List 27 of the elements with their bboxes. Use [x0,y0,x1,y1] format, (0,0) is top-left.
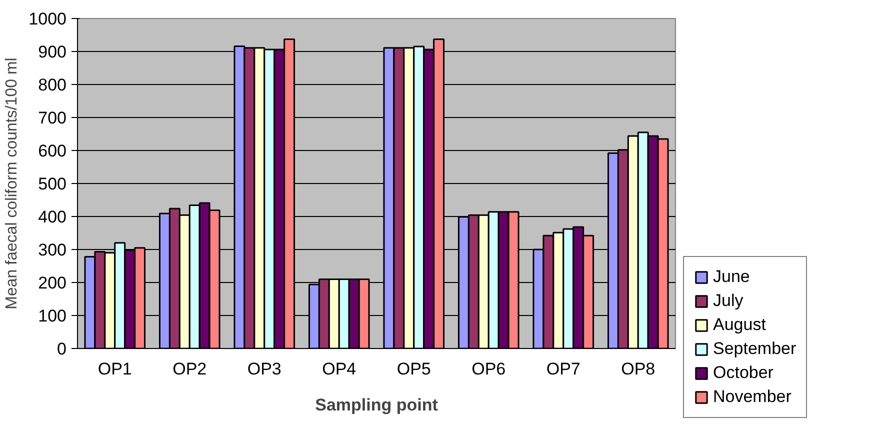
x-tick-label: OP4 [322,360,356,378]
y-tick-label: 500 [38,174,67,194]
y-tick-label: 700 [38,108,67,128]
y-tick-label: 900 [38,42,67,62]
legend-label: September [713,339,796,359]
x-tick-label: OP8 [621,360,656,378]
y-tick-label: 200 [38,274,67,292]
legend-label: October [713,363,774,383]
legend-label: June [713,267,750,287]
legend-label: July [713,291,744,311]
legend-label: November [713,387,792,407]
y-tick-label: 100 [38,306,67,326]
x-tick-label: OP3 [247,360,282,378]
y-axis-title: Mean faecal coliform counts/100 ml [4,58,21,310]
y-tick-label: 600 [38,142,67,160]
x-tick-label: OP1 [98,360,132,378]
x-tick-label: OP6 [472,360,506,378]
x-tick-label: OP5 [396,360,431,378]
y-tick-label: 1000 [28,10,67,28]
y-tick-label: 0 [57,340,67,358]
y-tick-label: 300 [38,240,67,260]
x-tick-label: OP2 [172,360,207,378]
x-axis-title: Sampling point [315,396,438,414]
y-tick-label: 400 [38,208,67,226]
x-tick-label: OP7 [546,360,580,378]
legend-label: August [713,315,766,335]
y-tick-label: 800 [38,76,67,94]
